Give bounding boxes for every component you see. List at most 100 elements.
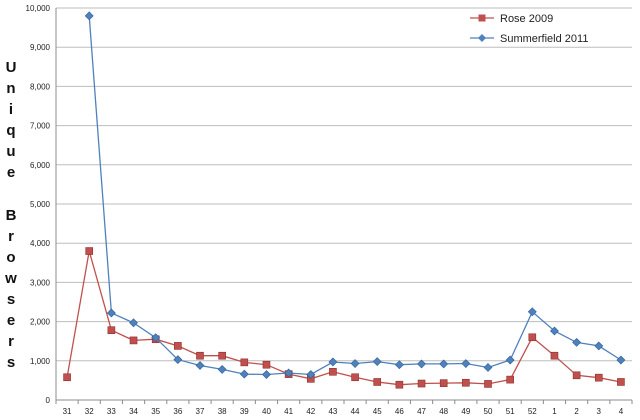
- y-tick-label: 0: [46, 396, 51, 405]
- data-point-rose-2009: [395, 380, 404, 389]
- data-point-summerfield-2011: [372, 357, 382, 367]
- data-point-summerfield-2011: [350, 359, 360, 368]
- y-axis-label-letter: n: [6, 80, 15, 97]
- gridlines: [56, 7, 632, 401]
- data-point-rose-2009: [240, 358, 249, 367]
- plot-area: [63, 11, 626, 389]
- data-point-summerfield-2011: [129, 318, 138, 328]
- x-tick-label: 49: [461, 407, 470, 416]
- data-point-rose-2009: [373, 378, 382, 386]
- x-tick-label: 38: [218, 407, 227, 416]
- x-tick-label: 36: [173, 407, 182, 416]
- data-point-summerfield-2011: [217, 364, 227, 374]
- y-axis-label-letter: w: [4, 270, 17, 287]
- legend-label-rose-2009: Rose 2009: [500, 13, 553, 25]
- data-point-rose-2009: [85, 247, 94, 255]
- y-tick-label: 10,000: [26, 4, 51, 13]
- x-tick-label: 4: [619, 407, 624, 416]
- x-tick-label: 35: [151, 407, 160, 416]
- data-point-rose-2009: [63, 373, 71, 382]
- data-point-rose-2009: [196, 351, 204, 360]
- x-tick-label: 32: [85, 407, 94, 416]
- data-point-rose-2009: [506, 375, 514, 384]
- data-point-rose-2009: [174, 342, 182, 350]
- data-point-rose-2009: [439, 379, 448, 387]
- data-point-summerfield-2011: [239, 369, 249, 379]
- y-axis-label-letter: e: [7, 164, 15, 181]
- data-point-summerfield-2011: [328, 357, 338, 367]
- x-tick-label: 43: [328, 407, 337, 416]
- data-point-rose-2009: [528, 333, 537, 342]
- data-point-rose-2009: [329, 367, 337, 376]
- y-axis-label-letter: u: [6, 143, 15, 160]
- x-tick-label: 52: [528, 407, 537, 416]
- y-axis-label-letter: B: [6, 207, 17, 224]
- y-axis-label-letter: U: [6, 59, 17, 76]
- data-point-rose-2009: [594, 373, 603, 382]
- x-tick-label: 31: [63, 407, 72, 416]
- x-tick-label: 39: [240, 407, 249, 416]
- data-point-rose-2009: [550, 351, 559, 360]
- x-tick-label: 48: [439, 407, 448, 416]
- data-point-rose-2009: [417, 379, 426, 388]
- x-axis: 31 32 33 34 35 36 37 38 39 40 41 42 43 44 45 46 47 48 49 50…: [55, 399, 633, 416]
- y-axis-label-letter: e: [7, 312, 15, 329]
- x-tick-label: 45: [373, 407, 382, 416]
- data-point-summerfield-2011: [594, 341, 604, 351]
- data-point-summerfield-2011: [616, 355, 626, 365]
- data-point-rose-2009: [107, 326, 116, 335]
- data-point-summerfield-2011: [550, 326, 559, 336]
- data-point-summerfield-2011: [572, 337, 582, 347]
- x-tick-label: 40: [262, 407, 271, 416]
- data-point-summerfield-2011: [461, 359, 471, 368]
- y-tick-label: 2,000: [30, 318, 51, 327]
- x-tick-label: 46: [395, 407, 404, 416]
- data-point-summerfield-2011: [439, 359, 449, 369]
- y-tick-label: 8,000: [30, 82, 51, 91]
- y-axis-label-letter: q: [6, 122, 15, 139]
- x-tick-label: 51: [506, 407, 515, 416]
- data-point-summerfield-2011: [394, 360, 404, 370]
- series-line-rose-2009: [66, 250, 622, 386]
- y-axis-label-letter: s: [7, 354, 15, 371]
- data-point-rose-2009: [617, 378, 625, 386]
- legend-marker-rose-2009: [478, 14, 486, 22]
- legend-marker-summerfield-2011: [478, 34, 486, 42]
- data-point-rose-2009: [218, 351, 226, 360]
- y-axis: 0 1,000 2,000 3,000 4,000 5,000 6,000 7,000 8,00…: [26, 4, 57, 405]
- x-tick-label: 37: [196, 407, 205, 416]
- data-point-summerfield-2011: [505, 355, 515, 365]
- y-tick-label: 3,000: [30, 278, 51, 287]
- legend: Rose 2009 Summerfield 2011: [470, 13, 588, 45]
- data-point-summerfield-2011: [417, 359, 426, 369]
- y-axis-label-letter: r: [8, 333, 14, 350]
- data-point-rose-2009: [484, 380, 492, 388]
- data-point-summerfield-2011: [84, 11, 94, 21]
- x-tick-label: 44: [351, 407, 360, 416]
- data-point-rose-2009: [129, 336, 138, 345]
- x-tick-label: 47: [417, 407, 426, 416]
- y-tick-label: 1,000: [30, 357, 51, 366]
- y-axis-label-letter: s: [7, 291, 15, 308]
- y-tick-label: 5,000: [30, 200, 51, 209]
- data-point-summerfield-2011: [306, 370, 316, 379]
- legend-label-summerfield-2011: Summerfield 2011: [500, 33, 588, 45]
- data-point-summerfield-2011: [527, 307, 537, 317]
- data-point-rose-2009: [262, 360, 271, 369]
- series-line-summerfield-2011: [88, 15, 622, 376]
- y-axis-label-letter: i: [9, 101, 13, 118]
- x-tick-label: 2: [574, 407, 579, 416]
- y-axis-label-letter: r: [8, 228, 14, 245]
- data-point-summerfield-2011: [151, 333, 161, 343]
- data-point-summerfield-2011: [106, 308, 116, 318]
- y-tick-label: 9,000: [30, 43, 51, 52]
- data-point-summerfield-2011: [173, 355, 183, 365]
- y-tick-label: 6,000: [30, 161, 51, 170]
- y-axis-label-letter: o: [6, 249, 15, 266]
- x-tick-label: 33: [107, 407, 116, 416]
- data-point-summerfield-2011: [483, 363, 493, 372]
- x-tick-label: 41: [284, 407, 293, 416]
- data-point-summerfield-2011: [284, 368, 294, 378]
